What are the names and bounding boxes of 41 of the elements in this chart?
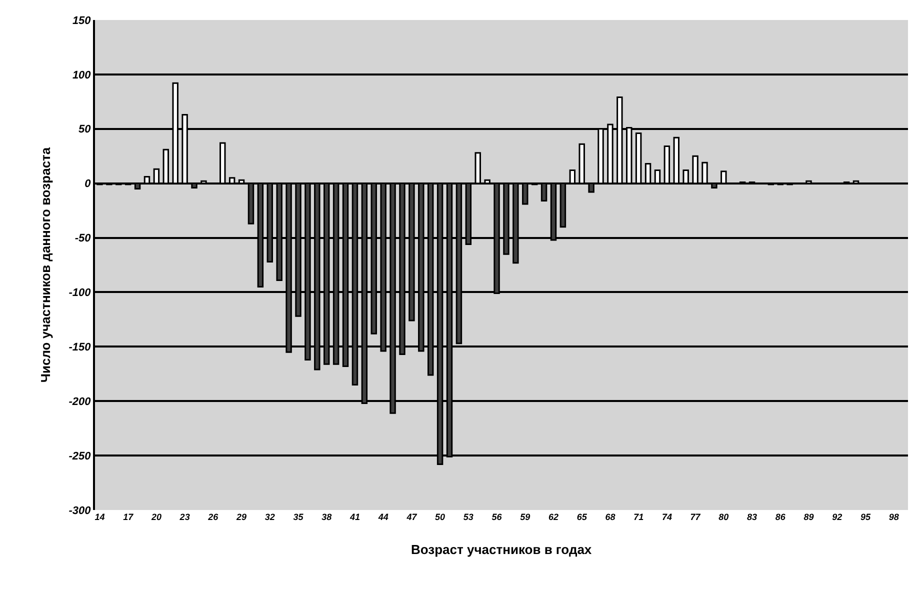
x-tick-label: 20 <box>150 512 162 522</box>
y-tick-label: -250 <box>68 450 92 462</box>
y-tick-label: -100 <box>68 287 92 300</box>
x-tick-label: 98 <box>888 512 899 522</box>
y-tick-label: 100 <box>72 69 92 82</box>
x-tick-label: 86 <box>775 512 786 522</box>
y-tick-label: 150 <box>72 14 92 27</box>
x-tick-label: 17 <box>123 512 134 522</box>
y-tick-label: 0 <box>84 178 92 190</box>
x-tick-label: 35 <box>293 512 304 522</box>
x-tick-label: 53 <box>463 512 474 522</box>
x-tick-label: 89 <box>804 512 814 522</box>
x-tick-label: 44 <box>377 512 388 522</box>
y-axis-title: Число участников данного возраста <box>38 146 54 383</box>
x-tick-label: 32 <box>264 512 275 522</box>
y-tick-label: -150 <box>68 342 92 354</box>
x-tick-label: 38 <box>322 512 332 522</box>
x-tick-label: 74 <box>662 512 672 522</box>
x-tick-label: 71 <box>634 512 644 522</box>
x-tick-label: 59 <box>520 512 530 522</box>
y-tick-label: -200 <box>68 396 92 408</box>
x-tick-label: 14 <box>94 512 105 522</box>
y-tick-label: 50 <box>78 124 92 136</box>
x-tick-label: 95 <box>860 512 872 522</box>
x-tick-label: 80 <box>718 512 729 522</box>
x-tick-label: 23 <box>178 512 190 522</box>
x-tick-label: 56 <box>492 512 503 522</box>
x-tick-label: 77 <box>690 512 702 522</box>
x-tick-label: 41 <box>348 512 360 522</box>
x-tick-label: 83 <box>747 512 758 522</box>
y-tick-label: -50 <box>74 232 92 245</box>
x-tick-label: 50 <box>435 512 446 522</box>
x-tick-label: 29 <box>236 512 247 522</box>
x-axis-title: Возраст участников в годах <box>411 542 592 557</box>
y-tick-label: -300 <box>68 504 92 517</box>
x-tick-label: 47 <box>406 512 418 522</box>
x-tick-label: 92 <box>832 512 842 522</box>
x-tick-label: 65 <box>576 512 588 522</box>
x-tick-label: 68 <box>605 512 616 522</box>
x-tick-label: 26 <box>207 512 220 522</box>
x-tick-label: 62 <box>548 512 558 522</box>
